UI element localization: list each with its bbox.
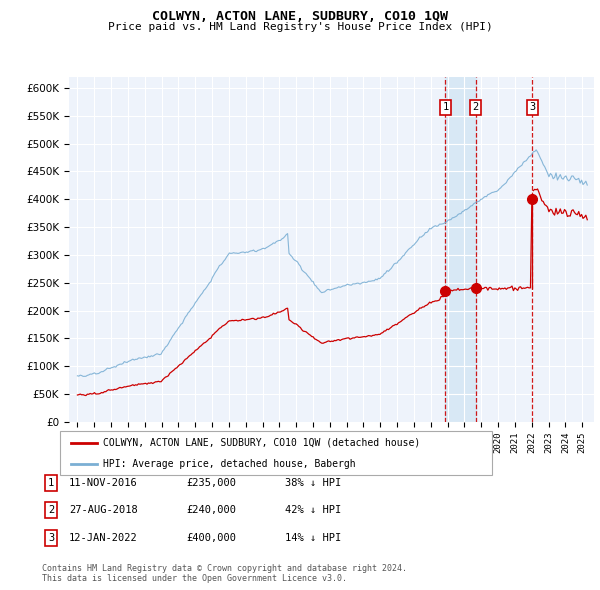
- Text: Contains HM Land Registry data © Crown copyright and database right 2024.
This d: Contains HM Land Registry data © Crown c…: [42, 563, 407, 583]
- Text: 2: 2: [472, 102, 479, 112]
- Text: 1: 1: [442, 102, 449, 112]
- Text: 11-NOV-2016: 11-NOV-2016: [69, 478, 138, 487]
- Text: 38% ↓ HPI: 38% ↓ HPI: [285, 478, 341, 487]
- Text: 27-AUG-2018: 27-AUG-2018: [69, 506, 138, 515]
- Text: HPI: Average price, detached house, Babergh: HPI: Average price, detached house, Babe…: [103, 459, 356, 469]
- Text: 3: 3: [48, 533, 54, 543]
- Text: 1: 1: [48, 478, 54, 487]
- Text: £235,000: £235,000: [186, 478, 236, 487]
- Text: £240,000: £240,000: [186, 506, 236, 515]
- FancyBboxPatch shape: [60, 431, 492, 475]
- Text: COLWYN, ACTON LANE, SUDBURY, CO10 1QW: COLWYN, ACTON LANE, SUDBURY, CO10 1QW: [152, 10, 448, 23]
- Text: Price paid vs. HM Land Registry's House Price Index (HPI): Price paid vs. HM Land Registry's House …: [107, 22, 493, 32]
- Text: 12-JAN-2022: 12-JAN-2022: [69, 533, 138, 543]
- Text: 3: 3: [529, 102, 536, 112]
- Bar: [445, 77, 476, 422]
- Text: £400,000: £400,000: [186, 533, 236, 543]
- Text: 14% ↓ HPI: 14% ↓ HPI: [285, 533, 341, 543]
- Text: COLWYN, ACTON LANE, SUDBURY, CO10 1QW (detached house): COLWYN, ACTON LANE, SUDBURY, CO10 1QW (d…: [103, 438, 421, 448]
- Text: 42% ↓ HPI: 42% ↓ HPI: [285, 506, 341, 515]
- Text: 2: 2: [48, 506, 54, 515]
